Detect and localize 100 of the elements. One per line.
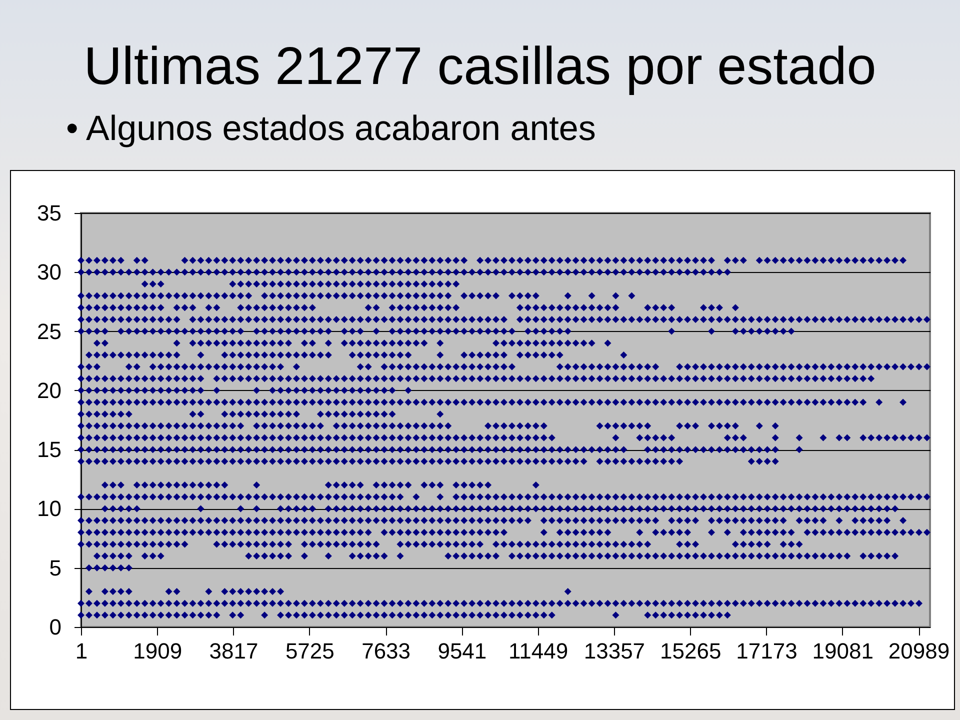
point <box>141 351 148 358</box>
point <box>141 292 148 300</box>
point <box>348 482 356 489</box>
point <box>292 386 300 394</box>
point <box>205 588 212 596</box>
point <box>205 292 212 300</box>
y-tick-label: 25 <box>37 318 62 344</box>
point <box>173 304 180 312</box>
point <box>524 340 532 347</box>
point <box>372 482 380 489</box>
point <box>117 386 124 394</box>
point <box>292 280 300 288</box>
point <box>324 386 332 394</box>
point <box>372 410 380 418</box>
point <box>708 304 715 312</box>
point <box>300 280 308 288</box>
point <box>388 482 396 489</box>
point <box>308 292 316 300</box>
point <box>348 386 356 394</box>
chart-title: Ultimas 21277 casillas por estado <box>82 37 878 97</box>
point <box>181 482 188 489</box>
point <box>444 292 452 300</box>
point <box>404 351 412 358</box>
point <box>277 340 284 347</box>
point <box>396 304 404 312</box>
point <box>109 588 116 596</box>
point <box>332 482 340 489</box>
point <box>548 304 556 312</box>
point <box>237 280 244 288</box>
x-tick-label: 15265 <box>660 638 722 664</box>
point <box>484 292 492 300</box>
point <box>348 351 356 358</box>
point <box>596 304 604 312</box>
point <box>556 304 564 312</box>
point <box>372 351 380 358</box>
point <box>261 351 268 358</box>
point <box>157 351 164 358</box>
point <box>245 292 252 300</box>
point <box>205 304 212 312</box>
point <box>93 351 100 358</box>
point <box>165 292 172 300</box>
point <box>300 340 308 347</box>
point <box>396 340 404 347</box>
point <box>117 292 124 300</box>
point <box>436 410 444 418</box>
point <box>149 482 156 489</box>
point <box>93 340 100 347</box>
point <box>380 482 388 489</box>
point <box>548 340 556 347</box>
point <box>253 588 260 596</box>
point <box>261 304 268 312</box>
point <box>308 386 316 394</box>
point <box>157 482 164 489</box>
point <box>308 340 316 347</box>
point <box>253 340 260 347</box>
point <box>125 386 132 394</box>
point <box>149 280 156 288</box>
point <box>109 386 116 394</box>
point <box>516 304 524 312</box>
point <box>173 292 180 300</box>
point <box>516 340 524 347</box>
point <box>285 280 292 288</box>
point <box>173 386 180 394</box>
point <box>78 386 84 394</box>
point <box>564 340 572 347</box>
point <box>668 304 676 312</box>
point <box>460 351 468 358</box>
point <box>85 588 92 596</box>
point <box>348 292 356 300</box>
point <box>540 304 548 312</box>
point <box>229 351 236 358</box>
y-tick-label: 0 <box>49 614 62 640</box>
point <box>580 304 588 312</box>
point <box>93 410 100 418</box>
point <box>229 588 236 596</box>
point <box>261 292 268 300</box>
point <box>332 386 340 394</box>
point <box>157 304 164 312</box>
point <box>484 482 492 489</box>
point <box>85 304 92 312</box>
point <box>564 304 572 312</box>
point <box>85 292 92 300</box>
point <box>396 482 404 489</box>
point <box>316 280 324 288</box>
point <box>277 386 284 394</box>
point <box>716 304 723 312</box>
point <box>285 292 292 300</box>
x-tick-label: 17173 <box>736 638 798 664</box>
point <box>308 304 316 312</box>
point <box>117 351 124 358</box>
point <box>340 280 348 288</box>
point <box>189 386 196 394</box>
point <box>588 340 596 347</box>
point <box>221 410 228 418</box>
point <box>580 340 588 347</box>
point <box>492 351 500 358</box>
point <box>588 292 596 300</box>
point <box>285 386 292 394</box>
point <box>436 340 444 347</box>
point <box>348 280 356 288</box>
